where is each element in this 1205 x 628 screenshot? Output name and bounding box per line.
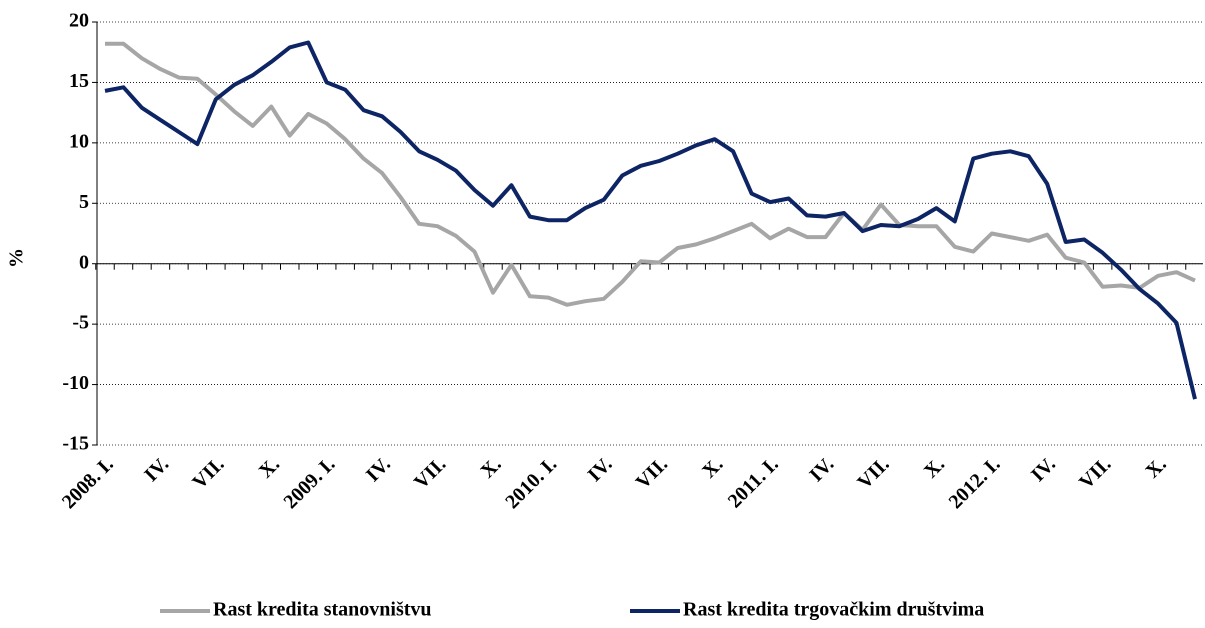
x-tick-label: VII. (188, 453, 228, 493)
y-tick-label: 20 (69, 10, 89, 32)
x-tick-label: VII. (853, 453, 893, 493)
x-tick-label: X. (698, 453, 727, 482)
y-tick-label: 5 (79, 191, 89, 213)
x-tick-label: IV. (584, 453, 617, 486)
x-tick-label: IV. (140, 453, 173, 486)
x-tick-label: X. (920, 453, 949, 482)
x-tick-label: 2008. I. (58, 453, 118, 513)
legend-label: Rast kredita trgovačkim društvima (683, 599, 984, 621)
y-tick-label: -15 (62, 433, 89, 455)
x-tick-label: VII. (632, 453, 672, 493)
x-tick-label: X. (476, 453, 505, 482)
y-axis-label: % (6, 248, 28, 268)
x-tick-label: IV. (805, 453, 838, 486)
line-series (105, 41, 1196, 307)
x-tick-label: VII. (410, 453, 450, 493)
x-tick-label: 2009. I. (280, 453, 340, 513)
x-tick-label: IV. (362, 453, 395, 486)
x-tick-label: X. (1142, 453, 1171, 482)
x-tick-label: X. (255, 453, 284, 482)
line-series (104, 40, 1197, 400)
y-tick-label: -10 (62, 372, 89, 394)
y-tick-label: 10 (69, 130, 89, 152)
x-tick-label: IV. (1027, 453, 1060, 486)
x-tick-label: VII. (1075, 453, 1115, 493)
x-tick-label: 2010. I. (501, 453, 561, 513)
y-tick-label: -5 (72, 312, 89, 334)
x-tick-label: 2011. I. (724, 453, 783, 512)
x-tick-label: 2012. I. (945, 453, 1005, 513)
y-tick-label: 15 (69, 70, 89, 92)
legend-label: Rast kredita stanovništvu (213, 599, 432, 621)
y-tick-label: 0 (79, 251, 89, 273)
